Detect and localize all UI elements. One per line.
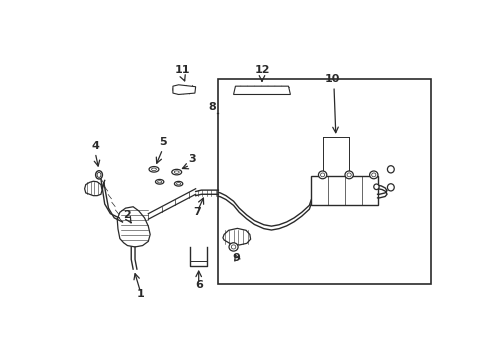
Ellipse shape xyxy=(320,173,324,177)
Ellipse shape xyxy=(96,171,102,179)
Text: 2: 2 xyxy=(123,210,131,220)
Ellipse shape xyxy=(176,183,181,185)
Ellipse shape xyxy=(97,172,101,177)
Ellipse shape xyxy=(373,184,378,190)
Text: 11: 11 xyxy=(174,65,190,75)
Ellipse shape xyxy=(149,167,159,172)
Bar xyxy=(311,176,377,205)
Ellipse shape xyxy=(171,169,181,175)
Ellipse shape xyxy=(155,179,163,184)
Ellipse shape xyxy=(157,181,162,183)
Text: 3: 3 xyxy=(188,154,195,165)
Ellipse shape xyxy=(318,171,326,179)
Text: 12: 12 xyxy=(254,65,269,75)
Ellipse shape xyxy=(174,181,183,186)
Ellipse shape xyxy=(344,171,353,179)
Text: 5: 5 xyxy=(159,137,166,147)
Ellipse shape xyxy=(173,87,176,92)
Polygon shape xyxy=(173,85,195,94)
Ellipse shape xyxy=(386,166,393,173)
Polygon shape xyxy=(117,207,150,247)
Ellipse shape xyxy=(346,173,350,177)
Text: 1: 1 xyxy=(137,289,144,299)
Polygon shape xyxy=(84,181,102,195)
Ellipse shape xyxy=(371,173,375,177)
Polygon shape xyxy=(233,86,290,94)
Ellipse shape xyxy=(228,243,238,251)
Text: 9: 9 xyxy=(232,253,240,263)
Polygon shape xyxy=(223,228,250,245)
Ellipse shape xyxy=(231,245,235,249)
Text: 10: 10 xyxy=(325,74,340,84)
Bar xyxy=(218,79,430,284)
Ellipse shape xyxy=(369,171,377,179)
Ellipse shape xyxy=(151,168,156,171)
Ellipse shape xyxy=(174,171,179,174)
Text: 8: 8 xyxy=(207,102,215,112)
Text: 7: 7 xyxy=(193,207,200,217)
Text: 4: 4 xyxy=(91,141,99,151)
Text: 6: 6 xyxy=(194,280,202,290)
Ellipse shape xyxy=(386,184,393,191)
